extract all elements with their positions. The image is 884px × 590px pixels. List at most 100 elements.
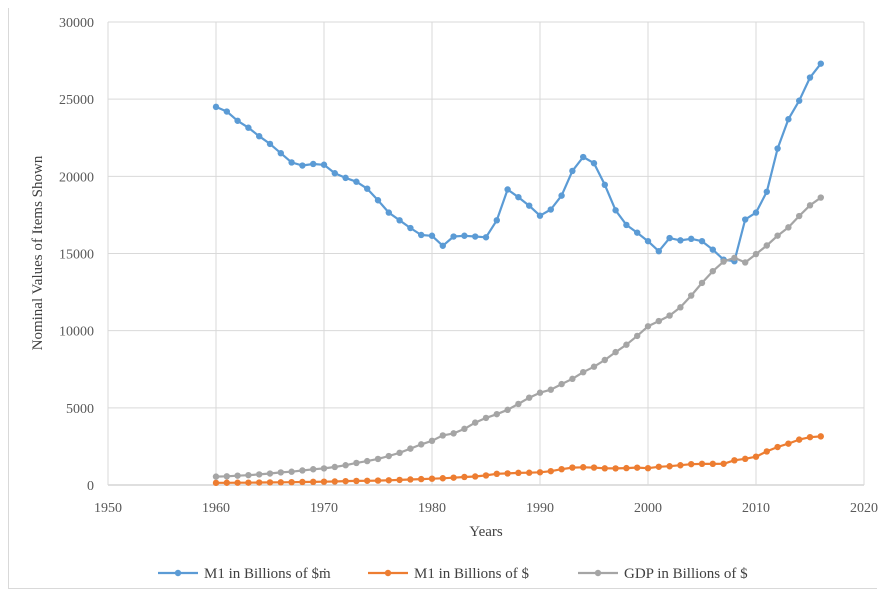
data-point [698,460,706,468]
data-point [439,432,446,439]
data-point [418,231,425,239]
data-point [450,430,457,437]
data-point [806,202,814,209]
series-line [215,63,822,263]
data-point [634,332,641,340]
y-axis-title: Nominal Values of Items Shown [30,155,46,350]
data-point [439,475,446,482]
data-point [299,162,306,169]
data-point [472,233,479,240]
series-line [215,196,822,478]
data-point [245,124,252,131]
y-tick-label: 5000 [66,402,94,417]
data-point [407,445,414,452]
legend-label: M1 in Billions of $ [414,566,530,582]
data-point [763,242,770,249]
data-point [223,108,230,115]
data-point [796,436,803,443]
data-point [569,375,576,383]
data-point [677,462,684,469]
data-point [212,473,220,480]
data-point [558,465,565,473]
data-point [612,348,619,356]
gridlines [107,21,865,486]
data-point [331,463,338,471]
data-point [709,246,716,253]
data-point [526,394,533,401]
data-point [493,410,500,418]
data-point [320,478,328,485]
data-point [428,437,436,445]
data-point [796,212,803,220]
data-point [742,216,749,223]
data-point [245,479,252,486]
data-point [266,479,274,486]
data-point [461,425,468,433]
data-point [644,464,652,472]
data-point [482,472,490,479]
data-point [353,477,360,485]
y-tick-label: 20000 [59,170,94,185]
data-point [785,440,792,447]
data-point [288,468,295,475]
data-point [752,209,760,216]
data-point [364,457,371,465]
data-point [515,469,522,477]
data-point [266,470,274,477]
data-point [472,473,479,480]
data-point [731,457,738,464]
data-point [342,477,349,485]
data-point [580,368,587,376]
legend-item: GDP in Billions of $ [578,566,748,582]
data-point [320,465,328,472]
data-point [580,153,587,161]
legend-marker [174,569,182,577]
data-point [515,400,522,408]
data-point [266,140,274,148]
data-point [720,258,727,265]
y-tick-label: 10000 [59,325,94,340]
x-tick-label: 1960 [202,501,230,516]
data-point [698,237,706,245]
data-point [590,363,598,370]
legend-marker [594,569,602,577]
data-point [212,479,220,487]
data-point [234,117,241,124]
data-point [569,464,576,471]
data-point [536,469,544,476]
data-point [234,472,241,479]
data-point [677,237,684,244]
chart-frame [8,8,877,589]
data-point [461,473,468,481]
data-point [698,279,706,287]
data-point [310,478,317,486]
data-point [234,479,241,486]
data-point [364,477,371,484]
data-point [817,433,824,440]
data-point [655,463,662,470]
data-point [623,341,630,348]
data-point [763,188,770,195]
data-point [569,167,576,175]
data-point [644,323,652,330]
series-3 [212,194,824,480]
data-point [601,356,608,364]
series-2 [212,433,824,487]
x-tick-label: 1970 [310,501,338,516]
legend-label: M1 in Billions of $ṁ [204,566,331,582]
data-point [655,317,662,325]
legend-item: M1 in Billions of $ [368,566,530,582]
series-1 [212,60,824,265]
data-point [806,74,814,81]
data-point [277,479,284,486]
data-point [310,160,317,168]
data-point [634,229,641,236]
data-point [439,242,446,249]
data-point [396,476,403,484]
data-point [385,452,392,460]
data-point [731,254,738,262]
data-point [688,460,695,468]
data-point [418,441,425,448]
data-point [482,414,490,422]
data-point [277,469,284,476]
